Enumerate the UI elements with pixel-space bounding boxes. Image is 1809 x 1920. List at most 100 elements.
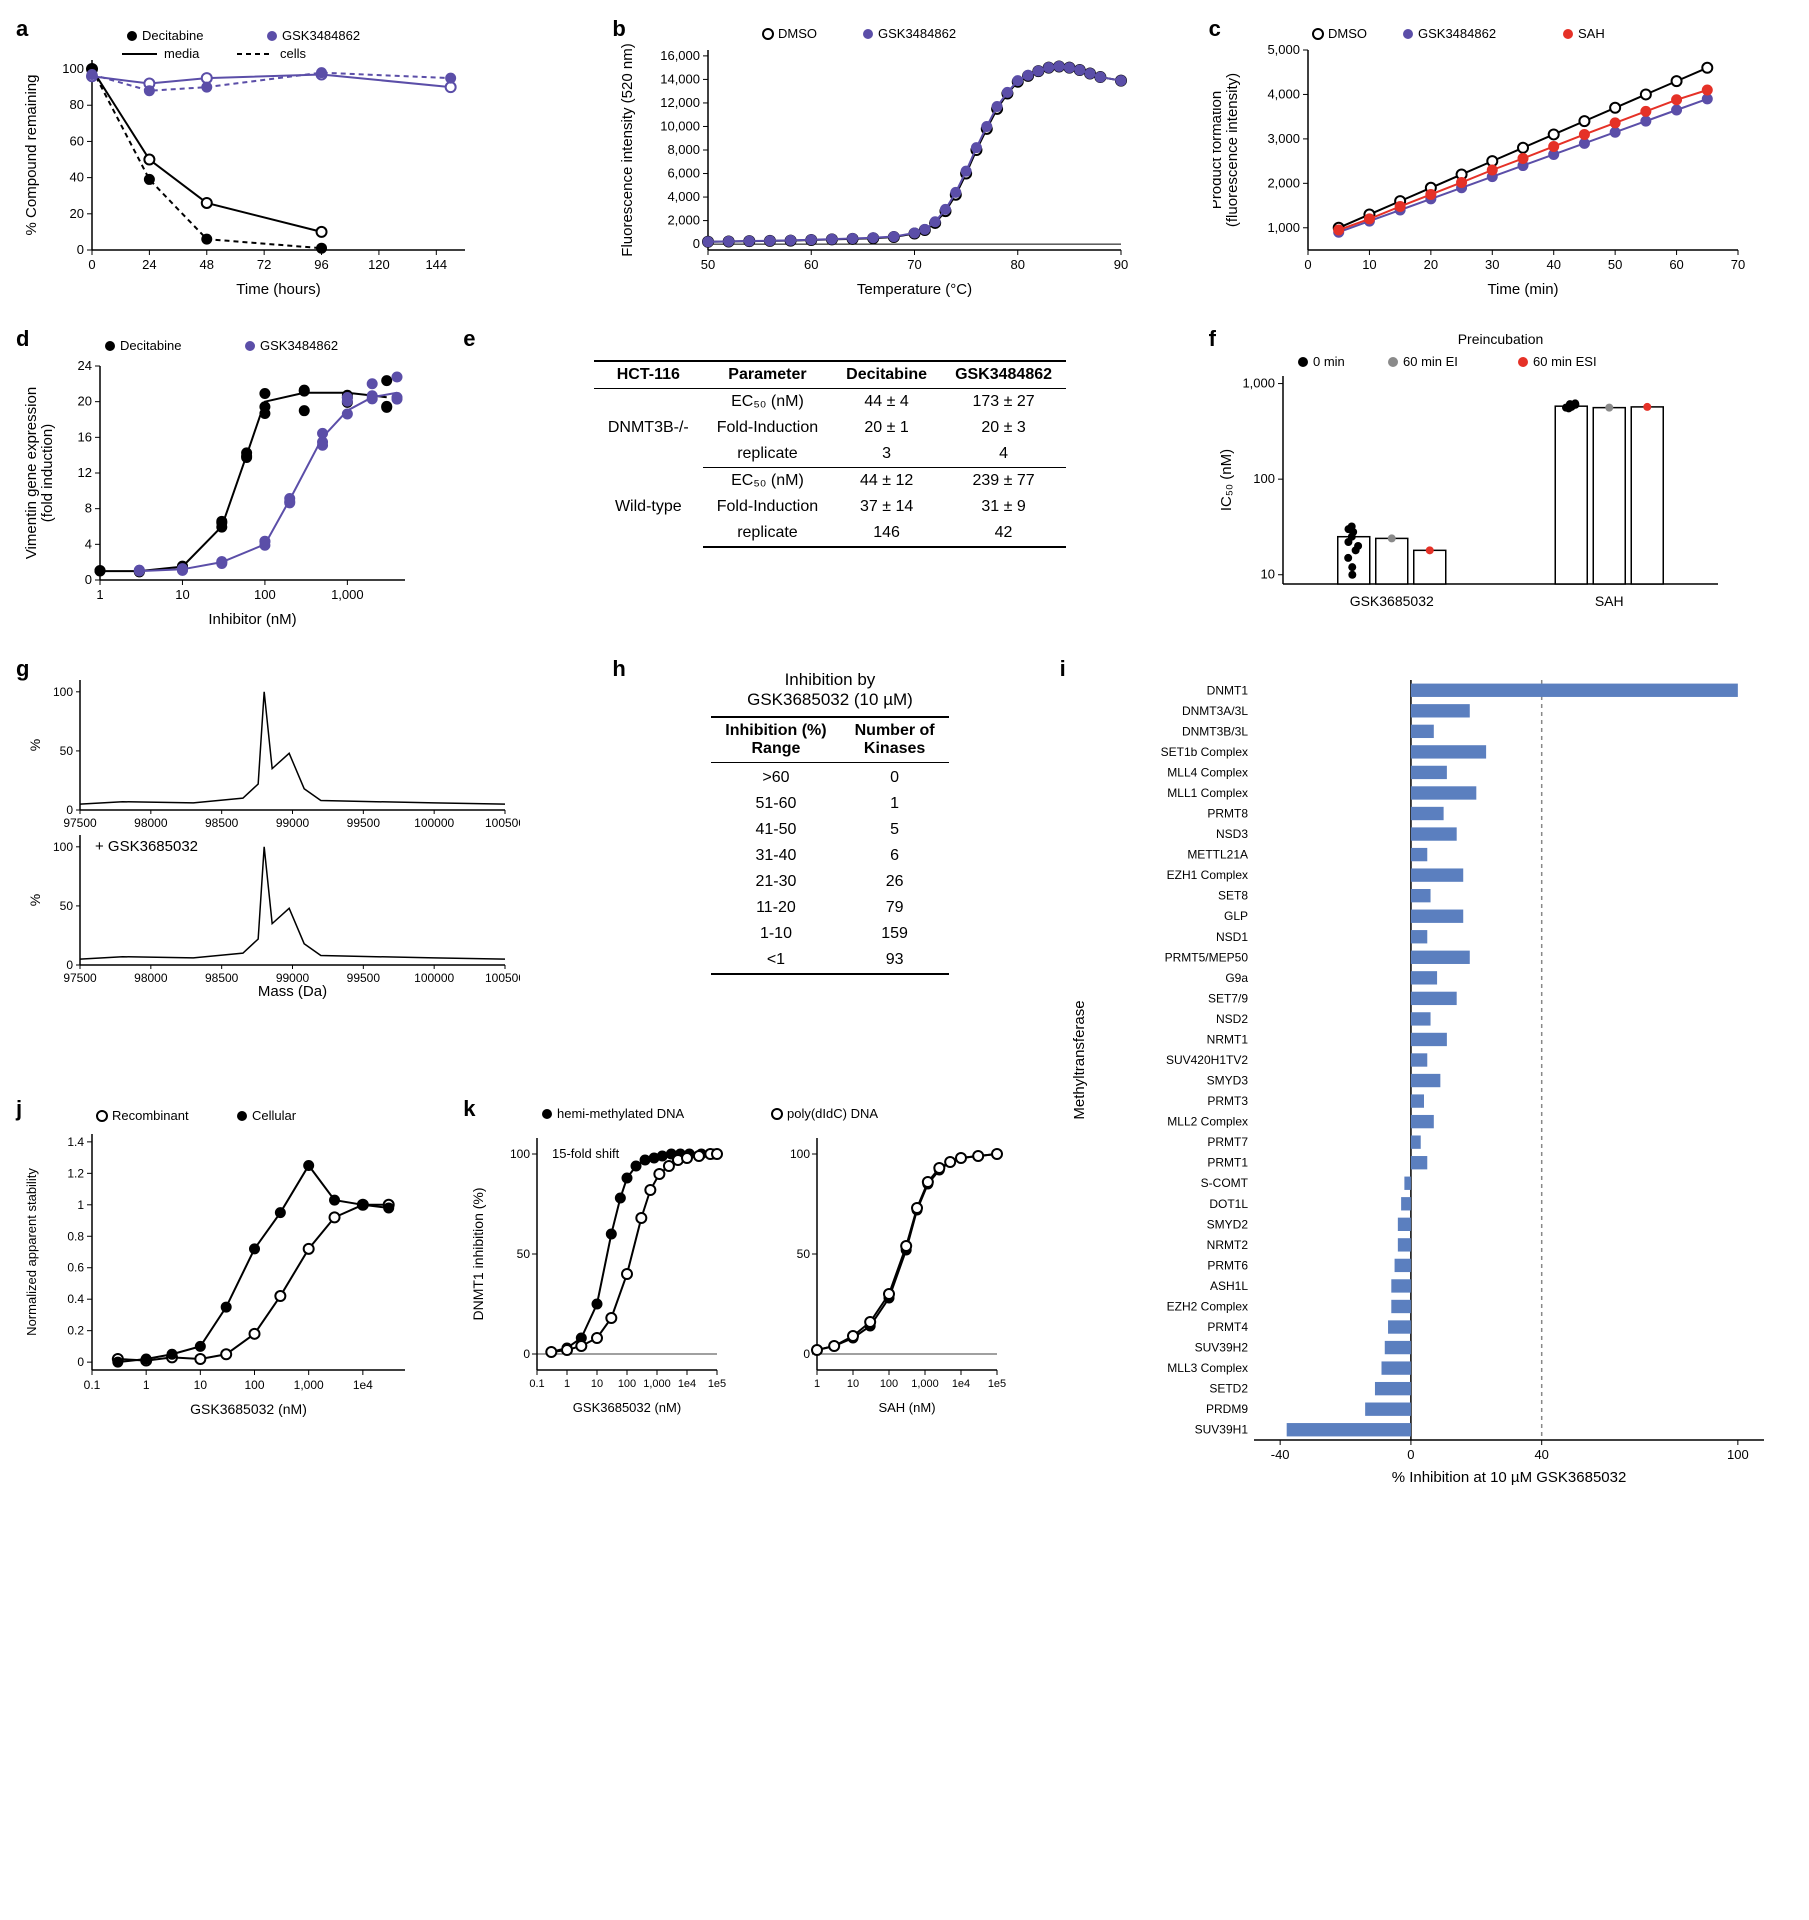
panel-f: f 101001,000IC₅₀ (nM)GSK3685032SAHPreinc… [1213,330,1789,630]
svg-text:100: 100 [53,685,73,699]
svg-text:GLP: GLP [1224,909,1248,923]
svg-text:S-COMT: S-COMT [1200,1176,1248,1190]
panel-k: k 0.11101001,0001e41e5050100GSK3685032 (… [467,1100,1043,1490]
svg-text:97500: 97500 [63,971,97,985]
svg-text:NSD2: NSD2 [1216,1012,1248,1026]
panel-e-label: e [463,326,475,352]
panel-a-svg: 024487296120144020406080100Time (hours)%… [20,20,480,300]
svg-text:0: 0 [66,803,73,817]
panel-e-table: HCT-116ParameterDecitabineGSK3484862DNMT… [594,360,1066,548]
svg-text:SUV420H1TV2: SUV420H1TV2 [1166,1053,1248,1067]
panel-j-svg: 0.11101001,0001e400.20.40.60.811.21.4GSK… [20,1100,420,1420]
svg-text:144: 144 [425,257,447,272]
panel-g: g 97500980009850099000995001000001005000… [20,660,596,1070]
svg-text:98500: 98500 [205,971,239,985]
svg-text:SET8: SET8 [1218,889,1248,903]
svg-text:cells: cells [280,46,307,61]
panel-k-svg: 0.11101001,0001e41e5050100GSK3685032 (nM… [467,1100,1067,1420]
svg-text:SUV39H2: SUV39H2 [1194,1341,1248,1355]
svg-text:70: 70 [908,257,922,272]
svg-text:100: 100 [53,840,73,854]
svg-text:99500: 99500 [347,816,381,830]
svg-text:0: 0 [524,1347,531,1361]
svg-text:1: 1 [814,1378,820,1390]
panel-c-label: c [1209,16,1221,42]
svg-text:5,000: 5,000 [1267,42,1300,57]
svg-text:50: 50 [797,1247,811,1261]
svg-text:50: 50 [517,1247,531,1261]
svg-text:0: 0 [693,236,700,251]
svg-text:Fluorescence intensity (520 nm: Fluorescence intensity (520 nm) [619,43,636,256]
svg-text:DOT1L: DOT1L [1209,1197,1248,1211]
svg-text:8: 8 [85,501,92,516]
svg-text:60: 60 [70,133,84,148]
svg-text:50: 50 [60,899,74,913]
svg-text:0: 0 [66,958,73,972]
svg-text:1.4: 1.4 [67,1135,84,1149]
svg-text:100: 100 [62,61,84,76]
svg-text:10: 10 [847,1378,859,1390]
svg-text:GSK3685032: GSK3685032 [1349,593,1433,609]
svg-text:Decitabine: Decitabine [142,28,203,43]
svg-text:50: 50 [1608,257,1622,272]
svg-text:% Compound remaining: % Compound remaining [23,75,40,236]
svg-text:24: 24 [78,358,92,373]
svg-text:PRMT8: PRMT8 [1207,807,1248,821]
svg-text:0.2: 0.2 [67,1324,84,1338]
svg-text:98000: 98000 [134,971,168,985]
svg-text:1,000: 1,000 [1267,220,1300,235]
svg-text:70: 70 [1730,257,1744,272]
svg-text:97500: 97500 [63,816,97,830]
svg-text:16: 16 [78,429,92,444]
svg-text:PRMT7: PRMT7 [1207,1135,1248,1149]
svg-text:SAH (nM): SAH (nM) [879,1400,936,1415]
svg-text:MLL4 Complex: MLL4 Complex [1167,765,1248,779]
svg-text:ASH1L: ASH1L [1210,1279,1248,1293]
panel-c-svg: 0102030405060701,0002,0003,0004,0005,000… [1213,20,1753,300]
svg-text:10,000: 10,000 [661,118,701,133]
svg-text:GSK3685032 (nM): GSK3685032 (nM) [190,1401,307,1417]
panel-d-label: d [16,326,29,352]
panel-d: d 1101001,00004812162024Inhibitor (nM)Vi… [20,330,447,630]
svg-text:40: 40 [1534,1447,1548,1462]
svg-text:100: 100 [790,1147,810,1161]
svg-text:50: 50 [701,257,715,272]
panel-b-svg: 506070809002,0004,0006,0008,00010,00012,… [616,20,1136,300]
svg-text:10: 10 [1260,567,1274,582]
svg-text:%: % [27,739,43,751]
svg-text:media: media [164,46,200,61]
svg-text:GSK3484862: GSK3484862 [1418,26,1496,41]
svg-text:0: 0 [1304,257,1311,272]
panel-h: h Inhibition by GSK3685032 (10 µM) Inhib… [616,660,1043,1070]
panel-b-label: b [612,16,625,42]
svg-text:100: 100 [244,1378,264,1392]
svg-text:SUV39H1: SUV39H1 [1194,1423,1248,1437]
svg-text:99000: 99000 [276,816,310,830]
svg-text:50: 50 [60,744,74,758]
svg-text:8,000: 8,000 [668,142,701,157]
svg-text:0: 0 [77,242,84,257]
svg-text:60 min EI: 60 min EI [1403,354,1458,369]
svg-text:1,000: 1,000 [294,1378,324,1392]
svg-text:1e5: 1e5 [988,1378,1006,1390]
svg-text:DNMT1: DNMT1 [1206,683,1248,697]
svg-text:0: 0 [85,572,92,587]
svg-text:100: 100 [880,1378,898,1390]
svg-text:EZH1 Complex: EZH1 Complex [1166,868,1247,882]
svg-text:1e4: 1e4 [678,1378,696,1390]
svg-text:GSK3685032 (nM): GSK3685032 (nM) [573,1400,681,1415]
svg-text:NSD3: NSD3 [1216,827,1248,841]
svg-text:12: 12 [78,465,92,480]
svg-text:100000: 100000 [414,816,454,830]
svg-text:-40: -40 [1270,1447,1289,1462]
svg-text:10: 10 [194,1378,208,1392]
panel-e: e HCT-116ParameterDecitabineGSK3484862DN… [467,330,1192,630]
panel-i-label: i [1060,656,1066,682]
svg-text:DNMT3B/3L: DNMT3B/3L [1182,724,1248,738]
svg-text:0 min: 0 min [1313,354,1345,369]
panel-h-title: Inhibition by GSK3685032 (10 µM) [616,670,1043,710]
svg-text:SMYD3: SMYD3 [1206,1074,1248,1088]
svg-text:0.1: 0.1 [530,1378,545,1390]
panel-h-label: h [612,656,625,682]
svg-text:MLL1 Complex: MLL1 Complex [1167,786,1248,800]
